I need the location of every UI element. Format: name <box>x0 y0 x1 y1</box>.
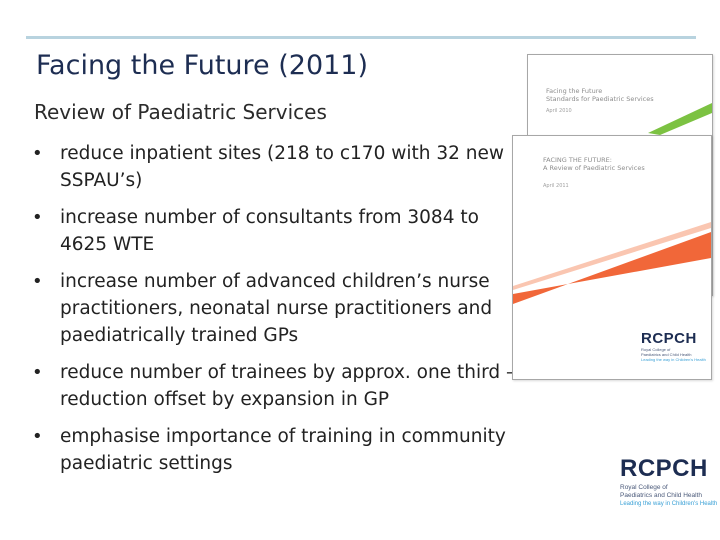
logo-subtitle-2: Paediatrics and Child Health <box>641 352 692 357</box>
bullet-dot-icon: • <box>32 271 43 292</box>
cover-date: April 2011 <box>543 183 569 189</box>
bullet-dot-icon: • <box>32 362 43 383</box>
cover-date: April 2010 <box>546 108 572 114</box>
bullet-item: • emphasise importance of training in co… <box>30 423 530 477</box>
logo-tagline: Leading the way in Children's Health <box>620 501 718 507</box>
cover-title: Facing the Future <box>546 87 603 95</box>
cover-subtitle: A Review of Paediatric Services <box>543 164 645 172</box>
bullet-text: increase number of consultants from 3084… <box>60 207 479 255</box>
rcpch-corner-logo: RCPCH Royal College of Paediatrics and C… <box>620 456 717 509</box>
orange-stripe-shadow <box>513 222 711 290</box>
orange-stripe <box>513 232 711 304</box>
bullet-text: increase number of advanced children’s n… <box>60 271 493 346</box>
slide-title: Facing the Future (2011) <box>36 50 369 81</box>
logo-tagline: Leading the way in Children's Health <box>641 357 706 362</box>
cover-rcpch-logo: RCPCH Royal College of Paediatrics and C… <box>641 330 706 363</box>
green-stripe <box>648 103 712 135</box>
bullet-item: • increase number of advanced children’s… <box>30 268 530 349</box>
bullet-item: • reduce number of trainees by approx. o… <box>30 359 530 413</box>
bullet-list: • reduce inpatient sites (218 to c170 wi… <box>30 140 530 487</box>
cover-title: FACING THE FUTURE: <box>543 156 612 164</box>
logo-subtitle-1: Royal College of <box>620 484 668 491</box>
bullet-dot-icon: • <box>32 426 43 447</box>
orange-stripe-graphic <box>513 222 711 304</box>
bullet-dot-icon: • <box>32 207 43 228</box>
bullet-text: emphasise importance of training in comm… <box>60 426 506 474</box>
cover-subtitle: Standards for Paediatric Services <box>546 95 654 103</box>
logo-subtitle-1: Royal College of <box>641 347 671 352</box>
logo-subtitle-2: Paediatrics and Child Health <box>620 492 703 499</box>
header-divider <box>26 36 696 39</box>
green-stripe-graphic <box>648 103 712 135</box>
bullet-dot-icon: • <box>32 143 43 164</box>
logo-wordmark: RCPCH <box>620 455 708 482</box>
bullet-text: reduce number of trainees by approx. one… <box>60 362 516 410</box>
bullet-text: reduce inpatient sites (218 to c170 with… <box>60 143 505 191</box>
report-cover-2011: FACING THE FUTURE: A Review of Paediatri… <box>512 135 712 380</box>
bullet-item: • increase number of consultants from 30… <box>30 204 530 258</box>
slide-subtitle: Review of Paediatric Services <box>34 100 327 124</box>
logo-wordmark: RCPCH <box>641 330 697 347</box>
bullet-item: • reduce inpatient sites (218 to c170 wi… <box>30 140 530 194</box>
